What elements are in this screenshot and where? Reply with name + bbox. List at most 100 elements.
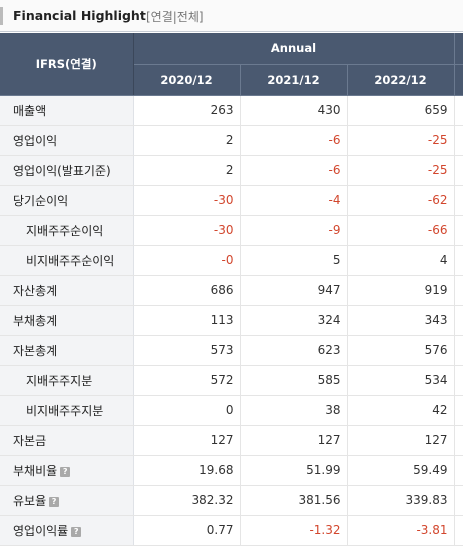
- table-cell: 127: [347, 425, 455, 456]
- row-edge: [454, 215, 463, 246]
- row-edge: [454, 335, 463, 366]
- table-cell: -6: [240, 155, 348, 186]
- table-cell: 0.77: [133, 515, 241, 546]
- table-row: 당기순이익 -30 -4 -62: [0, 185, 463, 216]
- table-cell: 339.83: [347, 485, 455, 516]
- table-row: 매출액 263 430 659: [0, 95, 463, 126]
- row-label-with-help: 영업이익률?: [0, 515, 134, 546]
- table-row: 영업이익(발표기준) 2 -6 -25: [0, 155, 463, 186]
- row-label: 지배주주지분: [0, 365, 134, 396]
- help-icon[interactable]: ?: [49, 496, 60, 507]
- table-cell: 573: [133, 335, 241, 366]
- year-header[interactable]: 2021/12: [240, 64, 348, 96]
- table-cell: -25: [347, 155, 455, 186]
- row-edge: [454, 395, 463, 426]
- row-label: 유보율: [13, 493, 47, 508]
- table-cell: 19.68: [133, 455, 241, 486]
- table-cell: 381.56: [240, 485, 348, 516]
- row-label: 매출액: [0, 95, 134, 126]
- row-label-with-help: 부채비율?: [0, 455, 134, 486]
- row-edge: [454, 245, 463, 276]
- corner-header: IFRS(연결): [0, 33, 134, 96]
- table-cell: -6: [240, 125, 348, 156]
- table-row: 자본총계 573 623 576: [0, 335, 463, 366]
- section-title: Financial Highlight: [13, 8, 146, 23]
- table-row: 영업이익률? 0.77 -1.32 -3.81: [0, 515, 463, 546]
- row-edge: [454, 485, 463, 516]
- row-label: 자산총계: [0, 275, 134, 306]
- row-label-with-help: 유보율?: [0, 485, 134, 516]
- table-cell: -30: [133, 215, 241, 246]
- period-group-header: Annual: [133, 33, 455, 65]
- row-edge: [454, 155, 463, 186]
- row-label: 영업이익: [0, 125, 134, 156]
- section-header: Financial Highlight [연결|전체]: [0, 0, 463, 32]
- table-row: 자산총계 686 947 919: [0, 275, 463, 306]
- row-edge: [454, 275, 463, 306]
- year-header[interactable]: 2022/12: [347, 64, 455, 96]
- table-cell: 42: [347, 395, 455, 426]
- table-cell: -66: [347, 215, 455, 246]
- row-label: 부채비율: [13, 463, 58, 478]
- row-edge: [454, 95, 463, 126]
- table-cell: -1.32: [240, 515, 348, 546]
- table-cell: 51.99: [240, 455, 348, 486]
- table-row: 지배주주지분 572 585 534: [0, 365, 463, 396]
- table-cell: 127: [133, 425, 241, 456]
- table-cell: 686: [133, 275, 241, 306]
- table-cell: 324: [240, 305, 348, 336]
- header-edge: [454, 64, 463, 96]
- row-label: 비지배주주순이익: [0, 245, 134, 276]
- table-cell: 534: [347, 365, 455, 396]
- table-cell: 343: [347, 305, 455, 336]
- table-cell: -25: [347, 125, 455, 156]
- row-label: 영업이익(발표기준): [0, 155, 134, 186]
- table-cell: -3.81: [347, 515, 455, 546]
- row-edge: [454, 125, 463, 156]
- table-cell: 576: [347, 335, 455, 366]
- table-cell: 2: [133, 155, 241, 186]
- table-cell: 947: [240, 275, 348, 306]
- help-icon[interactable]: ?: [60, 466, 71, 477]
- table-row: 부채총계 113 324 343: [0, 305, 463, 336]
- table-cell: 5: [240, 245, 348, 276]
- row-edge: [454, 305, 463, 336]
- table-cell: 919: [347, 275, 455, 306]
- table-cell: 382.32: [133, 485, 241, 516]
- row-edge: [454, 515, 463, 546]
- table-row: 지배주주순이익 -30 -9 -66: [0, 215, 463, 246]
- table-cell: 623: [240, 335, 348, 366]
- table-cell: -0: [133, 245, 241, 276]
- row-label: 지배주주순이익: [0, 215, 134, 246]
- row-edge: [454, 425, 463, 456]
- table-row: 부채비율? 19.68 51.99 59.49: [0, 455, 463, 486]
- table-cell: 659: [347, 95, 455, 126]
- table-cell: 0: [133, 395, 241, 426]
- help-icon[interactable]: ?: [71, 526, 82, 537]
- row-edge: [454, 455, 463, 486]
- table-row: 유보율? 382.32 381.56 339.83: [0, 485, 463, 516]
- row-edge: [454, 185, 463, 216]
- table-row: 영업이익 2 -6 -25: [0, 125, 463, 156]
- row-label: 비지배주주지분: [0, 395, 134, 426]
- table-cell: -62: [347, 185, 455, 216]
- table-cell: -9: [240, 215, 348, 246]
- table-row: 자본금 127 127 127: [0, 425, 463, 456]
- table-cell: 572: [133, 365, 241, 396]
- row-label: 자본총계: [0, 335, 134, 366]
- table-cell: 263: [133, 95, 241, 126]
- table-cell: 127: [240, 425, 348, 456]
- table-row: 비지배주주순이익 -0 5 4: [0, 245, 463, 276]
- table-cell: 4: [347, 245, 455, 276]
- table-cell: 38: [240, 395, 348, 426]
- row-label: 당기순이익: [0, 185, 134, 216]
- header-accent-bar: [0, 7, 3, 25]
- table-cell: 585: [240, 365, 348, 396]
- table-cell: -4: [240, 185, 348, 216]
- financial-highlight-table: IFRS(연결) Annual 2020/12 2021/12 2022/12 …: [0, 33, 463, 546]
- year-header[interactable]: 2020/12: [133, 64, 241, 96]
- table-cell: 113: [133, 305, 241, 336]
- row-label: 영업이익률: [13, 523, 69, 538]
- section-subtitle: [연결|전체]: [146, 10, 204, 24]
- row-edge: [454, 365, 463, 396]
